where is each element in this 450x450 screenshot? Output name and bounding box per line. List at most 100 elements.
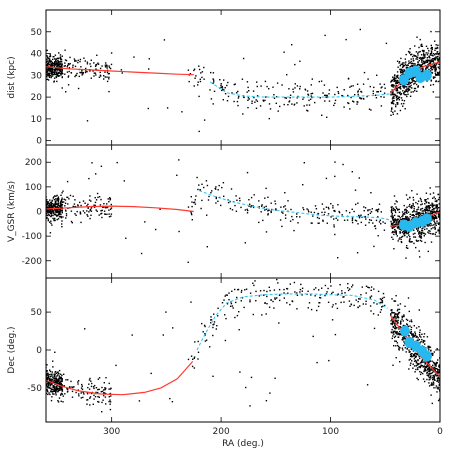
vgsr-point bbox=[324, 211, 326, 213]
vgsr-point bbox=[54, 209, 56, 211]
dist-point bbox=[402, 72, 404, 74]
dist-point bbox=[406, 83, 409, 86]
vgsr-point bbox=[56, 209, 58, 211]
dist-point bbox=[82, 71, 84, 74]
dist-point bbox=[90, 59, 92, 61]
dist-point bbox=[391, 108, 393, 110]
dist-point bbox=[434, 53, 436, 56]
dec-point bbox=[245, 288, 248, 290]
dist-point bbox=[77, 87, 80, 90]
dec-point bbox=[360, 294, 362, 296]
dec-point bbox=[55, 392, 57, 394]
dist-point bbox=[328, 100, 331, 102]
dist-point bbox=[255, 99, 257, 101]
dist-point bbox=[400, 93, 402, 96]
dist-point bbox=[264, 99, 266, 102]
dist-point bbox=[334, 93, 336, 96]
vgsr-point bbox=[283, 206, 285, 208]
dec-point bbox=[412, 334, 414, 336]
dist-point bbox=[58, 72, 60, 74]
dist-point bbox=[46, 73, 48, 75]
dec-point bbox=[357, 306, 359, 309]
dec-point bbox=[190, 355, 193, 357]
dec-point bbox=[50, 378, 52, 380]
dist-point bbox=[357, 91, 359, 93]
dist-point bbox=[294, 63, 296, 66]
vgsr-point bbox=[58, 212, 60, 214]
dec-point bbox=[58, 379, 60, 381]
dist-point bbox=[288, 100, 291, 102]
vgsr-point bbox=[427, 250, 429, 253]
dist-point bbox=[57, 59, 59, 62]
dec-point bbox=[57, 389, 59, 391]
dist-point bbox=[55, 62, 57, 64]
dist-point bbox=[404, 91, 406, 93]
dist-point bbox=[431, 48, 433, 50]
dec-point bbox=[54, 373, 56, 375]
dec-point bbox=[278, 288, 281, 291]
dec-point bbox=[84, 328, 86, 330]
vgsr-point bbox=[409, 216, 411, 218]
vgsr-point bbox=[437, 193, 440, 196]
dist-point bbox=[307, 93, 309, 95]
dist-point bbox=[403, 100, 406, 102]
vgsr-point bbox=[430, 223, 432, 225]
vgsr-point bbox=[437, 230, 439, 232]
vgsr-point bbox=[395, 232, 397, 234]
dec-point bbox=[414, 354, 416, 357]
dec-point bbox=[382, 305, 384, 307]
dist-point bbox=[89, 63, 91, 65]
vgsr-point bbox=[435, 224, 437, 226]
dist-point bbox=[399, 68, 401, 71]
dist-point bbox=[407, 82, 410, 84]
dist-point bbox=[275, 96, 278, 98]
vgsr-point bbox=[436, 213, 438, 215]
dec-point bbox=[394, 325, 396, 327]
vgsr-point bbox=[265, 208, 268, 210]
vgsr-point bbox=[425, 199, 427, 201]
dist-point bbox=[345, 38, 347, 41]
vgsr-point bbox=[51, 202, 53, 205]
vgsr-point bbox=[433, 224, 435, 226]
dec-point bbox=[428, 345, 430, 348]
vgsr-point bbox=[401, 235, 404, 238]
dec-point bbox=[102, 399, 104, 401]
dec-point bbox=[426, 361, 429, 363]
dec-point bbox=[70, 380, 72, 383]
vgsr-point bbox=[55, 208, 58, 210]
dist-point bbox=[392, 113, 394, 115]
vgsr-point bbox=[425, 202, 428, 204]
vgsr-point bbox=[191, 205, 193, 208]
dist-point bbox=[391, 98, 394, 100]
dist-point bbox=[438, 74, 440, 76]
dist-point bbox=[395, 104, 397, 106]
dec-point bbox=[212, 334, 214, 337]
vgsr-point bbox=[79, 201, 81, 204]
dec-point bbox=[393, 300, 395, 302]
dist-point bbox=[238, 95, 240, 98]
vgsr-point bbox=[409, 203, 411, 206]
vgsr-point bbox=[396, 226, 399, 229]
vgsr-point bbox=[396, 221, 398, 223]
dec-point bbox=[313, 288, 315, 291]
vgsr-point bbox=[90, 200, 92, 202]
dec-point bbox=[325, 293, 328, 295]
dist-point bbox=[237, 97, 240, 99]
dec-point bbox=[47, 384, 50, 386]
vgsr-point bbox=[46, 208, 48, 211]
dist-point bbox=[324, 94, 326, 96]
vgsr-point bbox=[427, 198, 429, 200]
dist-point bbox=[242, 113, 244, 115]
vgsr-point bbox=[373, 245, 375, 248]
vgsr-point bbox=[236, 199, 238, 201]
dist-point bbox=[350, 85, 352, 87]
dist-point bbox=[438, 57, 440, 60]
dec-point bbox=[252, 282, 254, 284]
vgsr-point bbox=[395, 233, 397, 235]
vgsr-point bbox=[60, 216, 62, 218]
dec-point bbox=[438, 379, 440, 381]
dec-point bbox=[382, 292, 385, 295]
vgsr-point bbox=[429, 204, 432, 206]
dist-point bbox=[68, 67, 71, 69]
dist-point bbox=[437, 60, 439, 62]
